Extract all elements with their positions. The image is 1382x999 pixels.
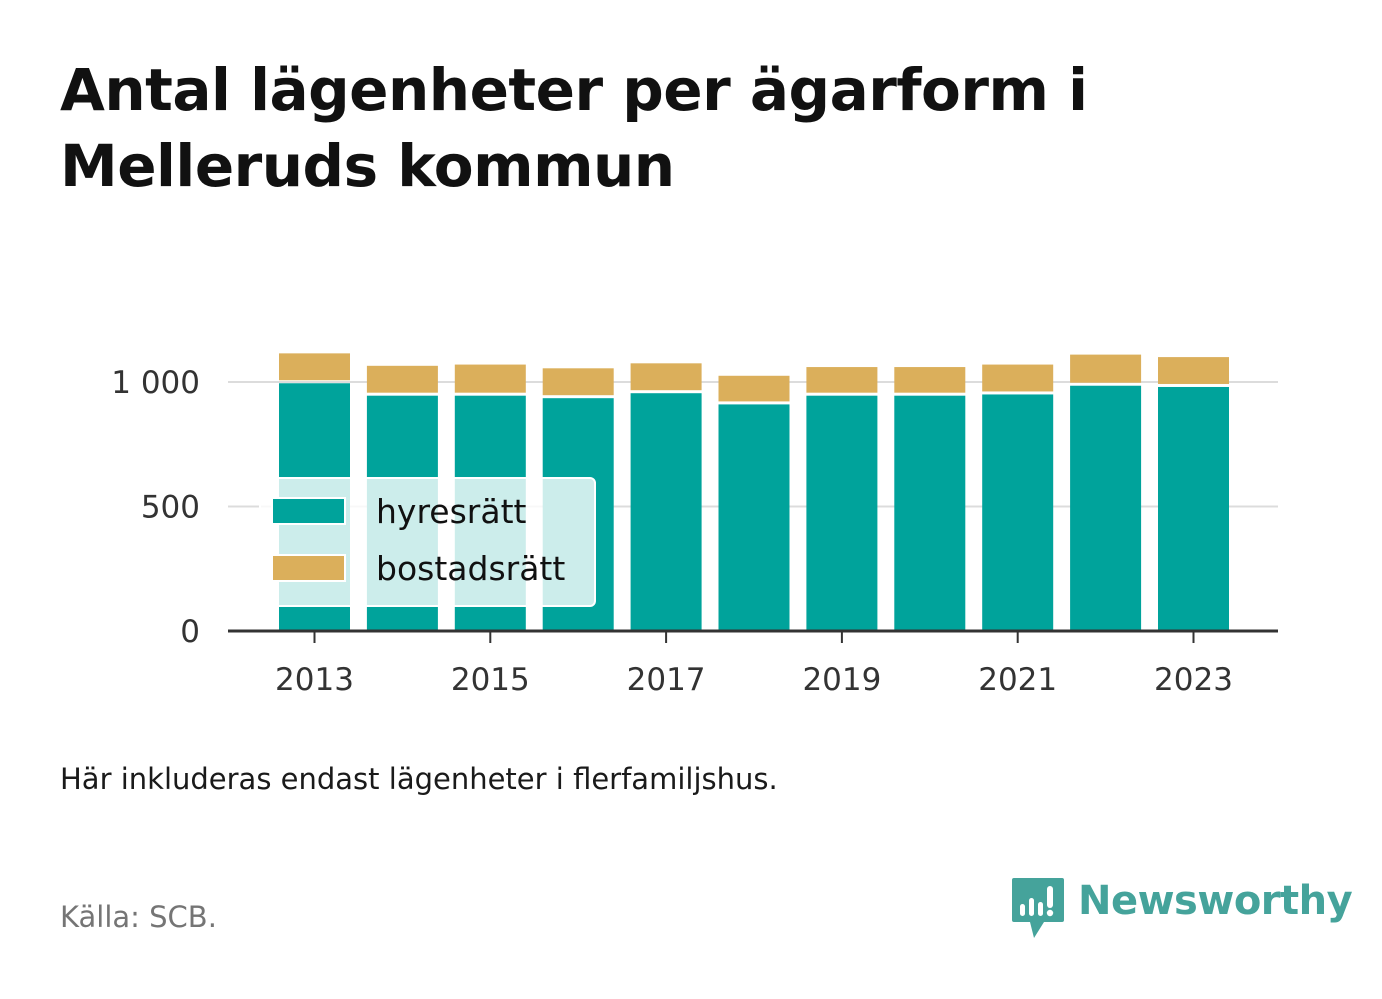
bar-bostadsratt-2023 [1158,357,1229,384]
chart-note: Här inkluderas endast lägenheter i flerf… [60,762,778,796]
bar-bostadsratt-2015 [454,364,526,393]
legend-label-bostadsratt: bostadsrätt [376,549,565,588]
chart-title: Antal lägenheter per ägarform i Mellerud… [60,56,1088,200]
x-tick-label: 2015 [451,662,530,698]
bar-bostadsratt-2020 [894,367,966,393]
legend: hyresrätt bostadsrätt [259,477,596,607]
y-tick-label: 1 000 [111,365,200,401]
bar-bostadsratt-2013 [279,353,350,381]
bar-bostadsratt-2014 [366,365,438,393]
bar-hyresratt-2022 [1070,385,1142,631]
brand-logo: Newsworthy [1010,876,1353,942]
bar-bostadsratt-2022 [1070,354,1142,383]
bar-hyresratt-2019 [806,395,878,631]
x-tick-label: 2017 [627,662,706,698]
legend-label-hyresratt: hyresrätt [376,492,527,531]
x-tick-label: 2023 [1154,662,1233,698]
y-tick-label: 500 [141,490,200,526]
x-axis: 2013 2015 2017 2019 2021 2023 [228,629,1278,698]
x-tick-label: 2021 [978,662,1057,698]
bar-hyresratt-2020 [894,395,966,631]
bar-hyresratt-2017 [630,393,702,631]
newsworthy-logo-icon [1012,878,1064,938]
legend-swatch-bostadsratt [271,554,346,582]
bar-hyresratt-2023 [1158,386,1229,631]
legend-swatch-hyresratt [271,497,346,525]
brand-name: Newsworthy [1078,878,1353,924]
chart-source: Källa: SCB. [60,900,217,934]
x-tick-label: 2019 [802,662,881,698]
bar-bostadsratt-2017 [630,363,702,391]
y-tick-label: 0 [180,614,200,650]
x-tick-label: 2013 [275,662,354,698]
bar-hyresratt-2021 [982,394,1054,631]
bar-hyresratt-2018 [718,404,790,631]
bar-bostadsratt-2021 [982,364,1054,392]
y-axis: 0 500 1 000 [111,365,200,650]
bar-bostadsratt-2018 [718,375,790,402]
bar-bostadsratt-2016 [542,368,614,396]
bar-bostadsratt-2019 [806,367,878,393]
